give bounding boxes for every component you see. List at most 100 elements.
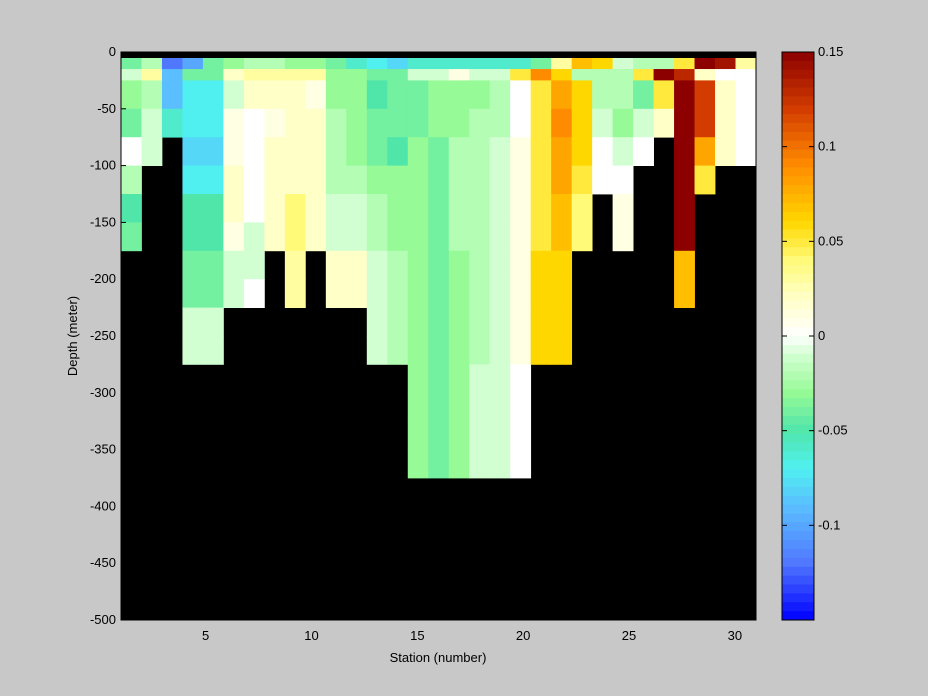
heatmap-cell	[366, 137, 388, 166]
heatmap-cell	[571, 108, 593, 138]
heatmap-cell	[202, 80, 224, 110]
heatmap-cell	[448, 307, 470, 337]
heatmap-cell	[202, 279, 224, 308]
heatmap-cell	[346, 165, 368, 195]
heatmap-cell	[448, 194, 470, 223]
heatmap-cell	[182, 307, 204, 337]
heatmap-cell	[469, 421, 491, 450]
heatmap-cell	[530, 69, 552, 81]
surface-strip	[121, 52, 756, 58]
heatmap-cell	[489, 449, 511, 479]
heatmap-cell	[407, 222, 429, 252]
heatmap-cell	[366, 57, 388, 70]
heatmap-cell	[428, 364, 450, 394]
heatmap-cell	[305, 222, 327, 252]
colorbar-segment	[782, 291, 814, 301]
heatmap-cell	[551, 279, 573, 308]
heatmap-cell	[571, 57, 593, 70]
x-tick-label: 10	[304, 628, 318, 643]
heatmap-cell	[121, 80, 142, 110]
heatmap-cell	[735, 69, 757, 81]
colorbar-segment	[782, 593, 814, 603]
colorbar-segment	[782, 398, 814, 408]
heatmap-cell	[428, 279, 450, 308]
heatmap-cell	[674, 222, 695, 252]
heatmap-cell	[243, 222, 265, 252]
heatmap-cell	[448, 137, 470, 166]
heatmap-cell	[428, 250, 450, 280]
heatmap-cell	[735, 57, 757, 70]
heatmap-cell	[366, 165, 388, 195]
heatmap-cell	[325, 137, 347, 166]
heatmap-cell	[510, 80, 532, 110]
colorbar-segment	[782, 273, 814, 284]
heatmap-cell	[612, 165, 634, 195]
heatmap-cell	[407, 279, 429, 308]
heatmap-cell	[489, 392, 511, 422]
heatmap-cell	[223, 279, 245, 308]
heatmap-cell	[592, 108, 614, 138]
heatmap-cell	[592, 57, 614, 70]
heatmap-cell	[182, 80, 204, 110]
colorbar-segment	[782, 238, 814, 248]
heatmap-cell	[407, 137, 429, 166]
heatmap-cell	[510, 194, 532, 223]
heatmap-cell	[530, 165, 552, 195]
heatmap-cell	[510, 421, 532, 450]
colorbar-segment	[782, 247, 814, 257]
colorbar-segment	[782, 344, 814, 355]
heatmap-cell	[428, 69, 450, 81]
heatmap-cell	[612, 222, 634, 252]
heatmap-cell	[325, 69, 347, 81]
heatmap-cell	[694, 165, 716, 195]
heatmap-cell	[448, 69, 470, 81]
heatmap-cell	[653, 57, 675, 70]
heatmap-cell	[202, 250, 224, 280]
colorbar-segment	[782, 557, 814, 568]
heatmap-cell	[592, 165, 614, 195]
heatmap-cell	[243, 165, 265, 195]
heatmap-cell	[346, 279, 368, 308]
heatmap-cell	[284, 165, 306, 195]
heatmap-cell	[325, 80, 347, 110]
heatmap-cell	[510, 449, 532, 479]
heatmap-cell	[469, 165, 491, 195]
heatmap-cell	[448, 449, 470, 479]
heatmap-cell	[202, 69, 224, 81]
heatmap-cell	[264, 80, 286, 110]
y-tick-label: 0	[109, 44, 116, 59]
heatmap-cell	[387, 336, 409, 365]
heatmap-cell	[571, 222, 593, 252]
colorbar-segment	[782, 105, 814, 115]
colorbar-segment	[782, 229, 814, 239]
heatmap-cell	[346, 57, 368, 70]
heatmap-cell	[223, 250, 245, 280]
heatmap-cell	[223, 57, 245, 70]
heatmap-cell	[448, 392, 470, 422]
heatmap-cell	[284, 250, 306, 280]
heatmap-cell	[694, 137, 716, 166]
colorbar-tick-label: -0.05	[818, 423, 848, 438]
heatmap-cell	[633, 137, 654, 166]
heatmap-cell	[694, 80, 716, 110]
heatmap-cell	[428, 137, 450, 166]
colorbar-segment	[782, 327, 814, 337]
y-tick-label: -400	[90, 498, 116, 513]
heatmap-cell	[141, 69, 163, 81]
colorbar-segment	[782, 380, 814, 390]
heatmap-cell	[448, 279, 470, 308]
heatmap-cell	[243, 279, 265, 308]
heatmap-cell	[161, 69, 183, 81]
heatmap-cell	[715, 57, 736, 70]
colorbar-segment	[782, 575, 814, 585]
heatmap-cell	[674, 165, 695, 195]
heatmap-cell	[202, 194, 224, 223]
heatmap-cell	[264, 194, 286, 223]
heatmap-cell	[448, 57, 470, 70]
heatmap-cell	[387, 222, 409, 252]
heatmap-cell	[387, 250, 409, 280]
heatmap-cell	[366, 336, 388, 365]
colorbar-segment	[782, 123, 814, 133]
heatmap-cell	[510, 307, 532, 337]
